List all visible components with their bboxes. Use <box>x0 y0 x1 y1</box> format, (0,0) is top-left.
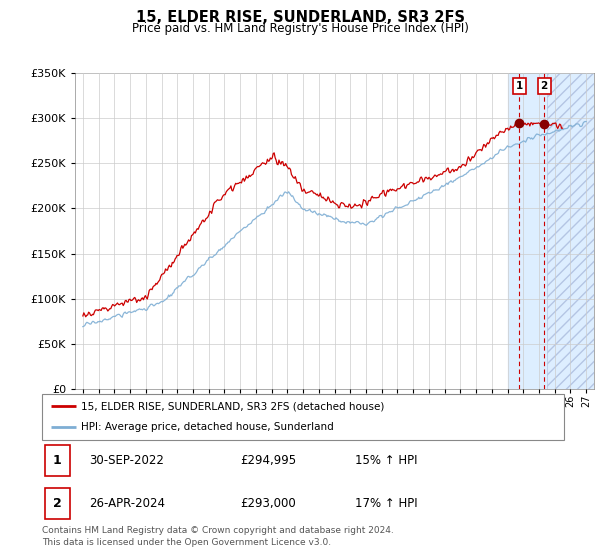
Bar <box>547 73 594 389</box>
Text: £293,000: £293,000 <box>241 497 296 510</box>
Text: Contains HM Land Registry data © Crown copyright and database right 2024.
This d: Contains HM Land Registry data © Crown c… <box>42 526 394 547</box>
Text: 2: 2 <box>53 497 62 510</box>
Text: 26-APR-2024: 26-APR-2024 <box>89 497 165 510</box>
Text: 15, ELDER RISE, SUNDERLAND, SR3 2FS: 15, ELDER RISE, SUNDERLAND, SR3 2FS <box>136 10 464 25</box>
Bar <box>44 488 70 520</box>
Text: HPI: Average price, detached house, Sunderland: HPI: Average price, detached house, Sund… <box>81 422 334 432</box>
Text: 15% ↑ HPI: 15% ↑ HPI <box>355 454 418 467</box>
Text: 1: 1 <box>53 454 62 467</box>
Text: Price paid vs. HM Land Registry's House Price Index (HPI): Price paid vs. HM Land Registry's House … <box>131 22 469 35</box>
Bar <box>508 73 594 389</box>
Text: 2: 2 <box>541 81 548 91</box>
Text: £294,995: £294,995 <box>241 454 296 467</box>
Text: 30-SEP-2022: 30-SEP-2022 <box>89 454 164 467</box>
Text: 17% ↑ HPI: 17% ↑ HPI <box>355 497 418 510</box>
Text: 15, ELDER RISE, SUNDERLAND, SR3 2FS (detached house): 15, ELDER RISE, SUNDERLAND, SR3 2FS (det… <box>81 401 385 411</box>
Bar <box>44 445 70 477</box>
Text: 1: 1 <box>515 81 523 91</box>
